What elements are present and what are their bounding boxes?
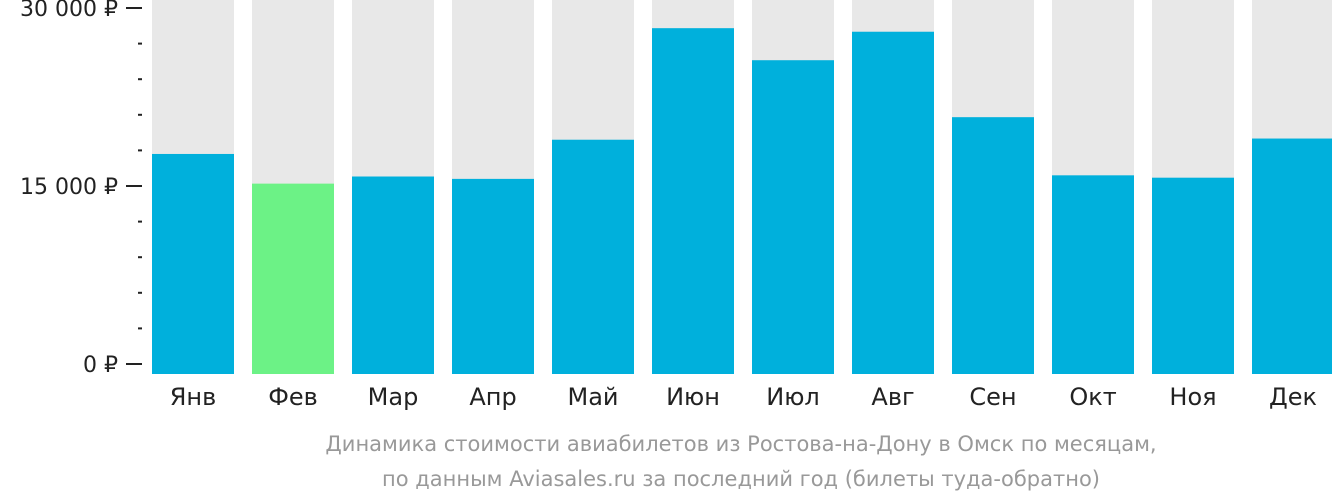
x-tick-label: Янв: [170, 383, 217, 411]
bar-7[interactable]: [752, 60, 834, 375]
bar-6[interactable]: [652, 28, 734, 374]
x-tick-label: Дек: [1269, 383, 1317, 411]
x-tick-label: Сен: [969, 383, 1016, 411]
bar-2[interactable]: [252, 183, 334, 374]
chart-caption-line-1: Динамика стоимости авиабилетов из Ростов…: [325, 432, 1157, 456]
y-tick-label: 15 000 ₽: [20, 175, 118, 200]
x-tick-label: Июл: [766, 383, 820, 411]
bar-12[interactable]: [1252, 138, 1332, 374]
x-tick-label: Июн: [666, 383, 720, 411]
bar-8[interactable]: [852, 31, 934, 374]
x-tick-label: Ноя: [1169, 383, 1216, 411]
price-bar-chart: 0 ₽ 15 000 ₽ 30 000 ₽ Янв Фев Мар Апр Май Июн Ию…: [20, 0, 1332, 411]
x-tick-label: Апр: [469, 383, 516, 411]
y-axis: 0 ₽ 15 000 ₽ 30 000 ₽: [20, 0, 142, 378]
bars: [152, 0, 1332, 375]
bar-11[interactable]: [1152, 177, 1234, 374]
bar-9[interactable]: [952, 117, 1034, 374]
bar-10[interactable]: [1052, 175, 1134, 374]
bar-4[interactable]: [452, 178, 534, 374]
bar-5[interactable]: [552, 139, 634, 374]
x-tick-label: Окт: [1069, 383, 1116, 411]
x-tick-label: Мар: [368, 383, 419, 411]
x-tick-label: Авг: [871, 383, 914, 411]
x-tick-label: Май: [567, 383, 618, 411]
x-axis: Янв Фев Мар Апр Май Июн Июл Авг Сен Окт Ноя Дек: [170, 383, 1317, 411]
x-tick-label: Фев: [268, 383, 318, 411]
bar-1[interactable]: [152, 153, 234, 374]
y-tick-label: 0 ₽: [83, 353, 118, 378]
y-tick-label: 30 000 ₽: [20, 0, 118, 22]
chart-caption-line-2: по данным Aviasales.ru за последний год …: [382, 467, 1100, 491]
bar-3[interactable]: [352, 176, 434, 374]
